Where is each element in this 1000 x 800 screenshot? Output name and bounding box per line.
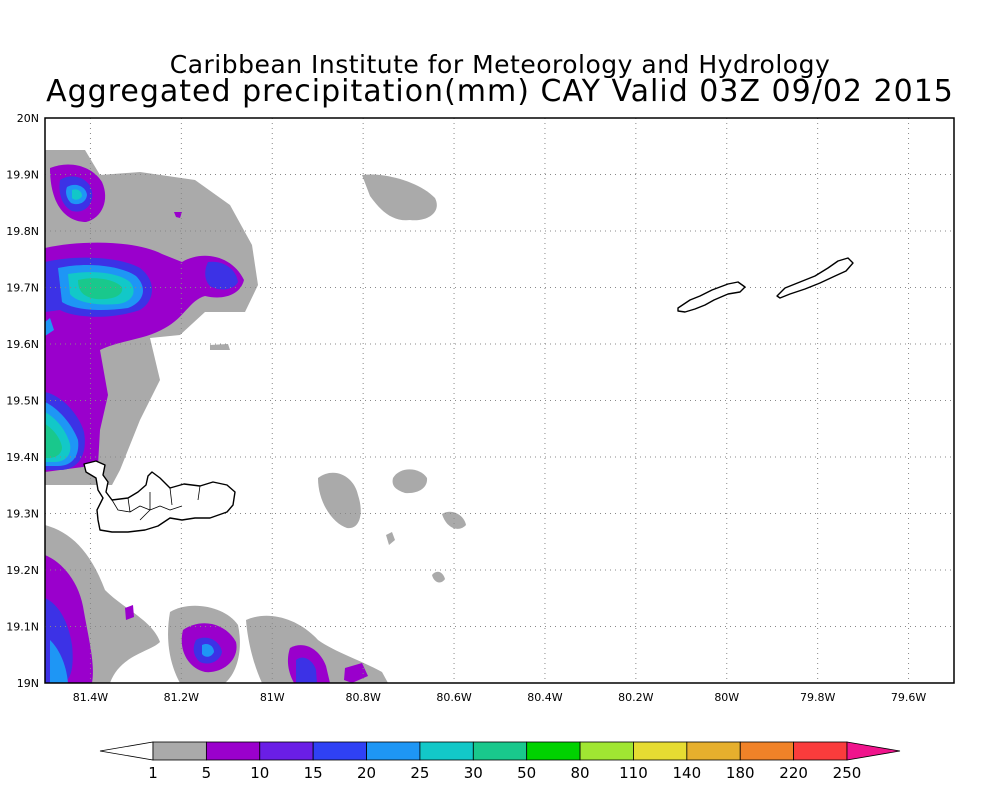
y-axis-ticks: 19N 19.1N 19.2N 19.3N 19.4N 19.5N 19.6N 19.7N 19… [6, 112, 39, 690]
colorbar-label: 140 [673, 764, 702, 782]
colorbar-segment-min [99, 741, 154, 761]
y-tick-label: 19.2N [6, 564, 39, 577]
y-tick-label: 19.9N [6, 169, 39, 182]
colorbar-segment [419, 741, 474, 761]
colorbar-segment [793, 741, 848, 761]
x-tick-label: 80W [714, 691, 739, 704]
y-tick-label: 19.5N [6, 395, 39, 408]
colorbar-label: 250 [833, 764, 862, 782]
colorbar-label: 180 [726, 764, 755, 782]
map-grid [45, 118, 954, 683]
colorbar-label: 10 [250, 764, 269, 782]
colorbar-label: 25 [410, 764, 429, 782]
colorbar-label: 5 [202, 764, 212, 782]
colorbar-segment [686, 741, 741, 761]
precip-band-gray [45, 150, 466, 683]
colorbar-segment [312, 741, 367, 761]
x-tick-label: 81.4W [73, 691, 108, 704]
x-tick-label: 80.6W [436, 691, 471, 704]
x-tick-label: 81W [260, 691, 285, 704]
colorbar-segment [633, 741, 688, 761]
colorbar-segment [526, 741, 581, 761]
precip-band-green [45, 278, 123, 458]
y-tick-label: 19.1N [6, 621, 39, 634]
colorbar-segment [366, 741, 421, 761]
colorbar-label: 30 [464, 764, 483, 782]
y-tick-label: 19.8N [6, 225, 39, 238]
colorbar-label: 15 [304, 764, 323, 782]
map-title: Caribbean Institute for Meteorology and … [169, 50, 831, 79]
colorbar-segment [472, 741, 528, 761]
x-tick-label: 79.6W [891, 691, 926, 704]
y-tick-label: 19.4N [6, 451, 39, 464]
little-cayman-outline [677, 281, 746, 313]
y-tick-label: 19.3N [6, 508, 39, 521]
colorbar-segment [739, 741, 795, 761]
grand-cayman-inner-lines [111, 485, 201, 521]
island-outlines [83, 257, 854, 533]
colorbar-label: 220 [779, 764, 808, 782]
x-tick-label: 80.2W [618, 691, 653, 704]
colorbar-label: 1 [148, 764, 158, 782]
x-tick-label: 80.8W [345, 691, 380, 704]
grand-cayman-outline [83, 460, 236, 533]
precipitation-field [45, 150, 466, 683]
colorbar-segment [205, 741, 261, 761]
x-tick-label: 80.4W [527, 691, 562, 704]
x-tick-label: 79.8W [800, 691, 835, 704]
colorbar-label: 50 [517, 764, 536, 782]
y-tick-label: 19N [17, 677, 39, 690]
colorbar-label: 80 [571, 764, 590, 782]
y-tick-label: 20N [17, 112, 39, 125]
x-tick-label: 81.2W [164, 691, 199, 704]
colorbar-segment [579, 741, 634, 761]
colorbar-segment [152, 741, 207, 761]
cayman-brac-outline [776, 257, 854, 299]
colorbar-label: 110 [619, 764, 648, 782]
colorbar-label: 20 [357, 764, 376, 782]
map-subtitle: Aggregated precipitation(mm) CAY Valid 0… [46, 74, 954, 109]
x-axis-ticks: 81.4W 81.2W 81W 80.8W 80.6W 80.4W 80.2W 80W 79.8… [73, 691, 927, 704]
y-tick-label: 19.7N [6, 282, 39, 295]
map-frame [44, 117, 955, 684]
colorbar: 1 5 10 15 20 25 30 50 80 110 140 180 220 250 [99, 741, 901, 782]
colorbar-segment [259, 741, 314, 761]
colorbar-segment-max [846, 741, 901, 761]
y-tick-label: 19.6N [6, 338, 39, 351]
